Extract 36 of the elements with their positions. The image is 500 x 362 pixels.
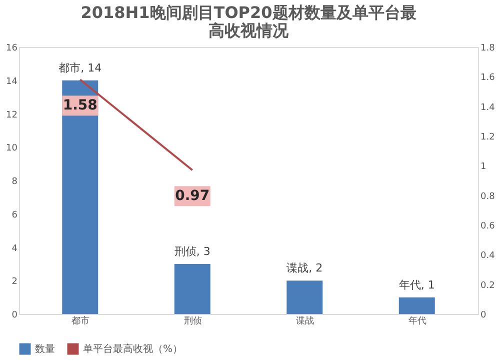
- y2-tick-label: 1.4: [480, 102, 496, 113]
- y-tick-label: 4: [12, 244, 18, 254]
- y2-tick-label: 1: [480, 162, 486, 172]
- y-tick-label: 14: [6, 76, 18, 87]
- x-tick-label: 谍战: [296, 316, 314, 326]
- y2-tick-label: 1.6: [480, 73, 496, 84]
- bar: [398, 297, 435, 314]
- y2-tick-label: 0.4: [480, 251, 496, 262]
- y-tick-label: 10: [6, 144, 18, 154]
- y-tick-label: 2: [12, 277, 18, 288]
- x-tick-label: 年代: [408, 316, 426, 326]
- y-tick-label: 6: [12, 210, 18, 220]
- data-label: 1.58: [62, 98, 98, 114]
- legend-label: 单平台最高收视（%）: [83, 343, 183, 355]
- data-label: 谍战, 2: [286, 262, 323, 275]
- y2-tick-label: 0: [480, 310, 486, 320]
- data-label: 刑侦, 3: [174, 244, 210, 258]
- legend-label: 数量: [35, 344, 55, 355]
- y2-tick-label: 0.8: [480, 192, 496, 202]
- bar: [62, 80, 98, 314]
- data-label: 0.97: [175, 188, 210, 204]
- y-tick-label: 12: [6, 110, 18, 120]
- y2-tick-label: 0.6: [480, 222, 496, 232]
- y-tick-label: 8: [12, 177, 18, 187]
- data-label: 都市, 14: [58, 61, 102, 74]
- y2-tick-label: 1.8: [480, 44, 496, 54]
- chart-title: 2018H1晚间剧目TOP20题材数量及单平台最高收视情况: [80, 3, 416, 40]
- bar: [174, 264, 210, 314]
- y2-tick-label: 0.2: [480, 280, 495, 291]
- x-tick-label: 都市: [72, 316, 90, 326]
- y-tick-label: 0: [12, 310, 18, 320]
- bar: [286, 280, 323, 314]
- y2-tick-label: 1.2: [480, 132, 495, 142]
- data-label: 年代, 1: [398, 278, 435, 292]
- y-tick-label: 16: [6, 44, 18, 54]
- x-tick-label: 刑侦: [184, 316, 202, 326]
